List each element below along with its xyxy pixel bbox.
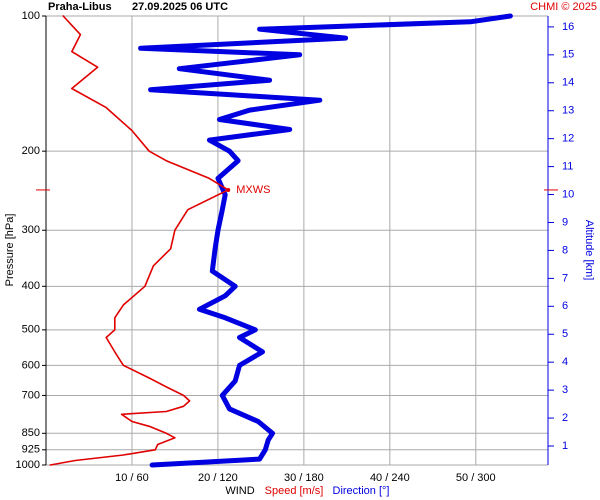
y2-tick-label: 1 [562,440,568,452]
y2-tick-label: 9 [562,216,568,228]
y2-tick-label: 11 [562,161,573,173]
x-tick-label: 30 / 180 [284,472,324,484]
x-tick-label: 10 / 60 [115,472,149,484]
y-tick-label: 600 [22,359,40,371]
y-tick-label: 100 [22,10,40,22]
station: Praha-Libus [48,1,112,13]
speed-label: Speed [m/s] [265,485,324,497]
y2-tick-label: 6 [562,300,568,312]
x-axis-label: WIND [225,485,254,497]
mxws-point [226,187,231,192]
y2-tick-label: 13 [562,105,574,117]
y-tick-label: 700 [22,389,40,401]
y-tick-label: 1000 [16,459,40,471]
x-tick-label: 40 / 240 [370,472,410,484]
y2-tick-label: 4 [562,356,568,368]
y-tick-label: 400 [22,280,40,292]
y2-tick-label: 15 [562,49,574,61]
y2-axis-label: Altitude [km] [583,220,595,281]
y2-tick-label: 7 [562,272,568,284]
direction-label: Direction [°] [333,485,390,497]
x-tick-label: 50 / 300 [456,472,496,484]
y-tick-label: 200 [22,145,40,157]
mxws-label: MXWS [236,184,270,196]
time: 27.09.2025 06 UTC [132,1,228,13]
y2-tick-label: 16 [562,21,574,33]
y-tick-label: 300 [22,224,40,236]
y-tick-label: 925 [22,444,40,456]
y2-tick-label: 8 [562,244,568,256]
credit: CHMI © 2025 [530,1,597,13]
direction-line [138,13,513,468]
y2-tick-label: 10 [562,188,574,200]
y-tick-label: 850 [22,427,40,439]
y2-tick-label: 3 [562,384,568,396]
y-tick-label: 500 [22,324,40,336]
speed-line [49,15,229,466]
x-tick-label: 20 / 120 [198,472,238,484]
y-axis-label: Pressure [hPa] [4,214,16,287]
y2-tick-label: 2 [562,412,568,424]
y2-tick-label: 12 [562,133,574,145]
y2-tick-label: 14 [562,77,574,89]
y2-tick-label: 5 [562,328,568,340]
